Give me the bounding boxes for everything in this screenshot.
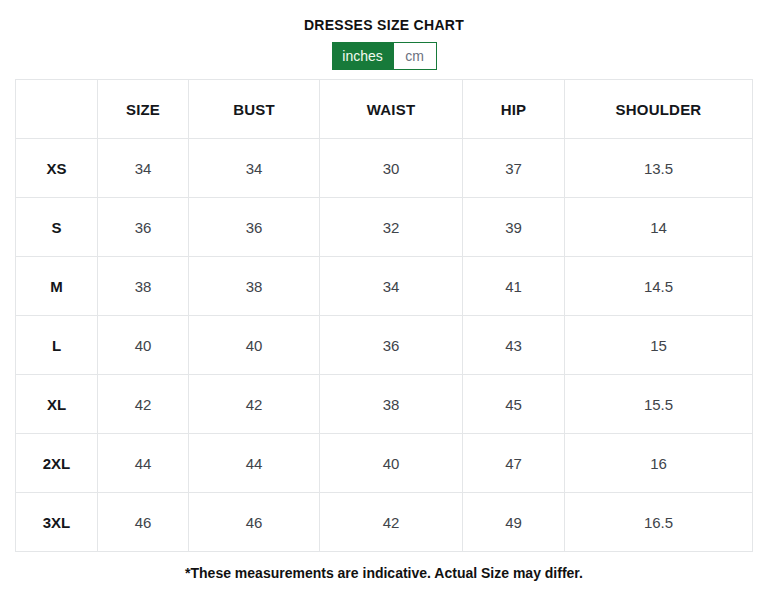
table-row: 2XL4444404716: [16, 434, 753, 493]
table-row: XS3434303713.5: [16, 139, 753, 198]
value-cell: 14: [565, 198, 753, 257]
page-title: DRESSES SIZE CHART: [0, 0, 768, 33]
value-cell: 42: [189, 375, 320, 434]
size-chart-page: DRESSES SIZE CHART inches cm SIZE BUST W…: [0, 0, 768, 611]
value-cell: 30: [320, 139, 463, 198]
row-label-cell: XL: [16, 375, 98, 434]
row-label-cell: M: [16, 257, 98, 316]
value-cell: 14.5: [565, 257, 753, 316]
value-cell: 40: [98, 316, 189, 375]
footnote: *These measurements are indicative. Actu…: [0, 565, 768, 581]
value-cell: 44: [189, 434, 320, 493]
value-cell: 15.5: [565, 375, 753, 434]
value-cell: 42: [320, 493, 463, 552]
value-cell: 34: [320, 257, 463, 316]
value-cell: 46: [98, 493, 189, 552]
value-cell: 44: [98, 434, 189, 493]
value-cell: 36: [320, 316, 463, 375]
value-cell: 36: [98, 198, 189, 257]
value-cell: 49: [463, 493, 565, 552]
value-cell: 15: [565, 316, 753, 375]
value-cell: 16.5: [565, 493, 753, 552]
value-cell: 46: [189, 493, 320, 552]
header-cell-shoulder: SHOULDER: [565, 80, 753, 139]
value-cell: 42: [98, 375, 189, 434]
value-cell: 41: [463, 257, 565, 316]
table-row: M3838344114.5: [16, 257, 753, 316]
value-cell: 32: [320, 198, 463, 257]
value-cell: 38: [98, 257, 189, 316]
value-cell: 47: [463, 434, 565, 493]
header-cell-bust: BUST: [189, 80, 320, 139]
header-cell-size: SIZE: [98, 80, 189, 139]
size-chart-table: SIZE BUST WAIST HIP SHOULDER XS343430371…: [15, 79, 753, 552]
table-row: L4040364315: [16, 316, 753, 375]
unit-toggle-wrap: inches cm: [0, 42, 768, 70]
value-cell: 40: [320, 434, 463, 493]
row-label-cell: 2XL: [16, 434, 98, 493]
header-cell-empty: [16, 80, 98, 139]
value-cell: 43: [463, 316, 565, 375]
table-row: XL4242384515.5: [16, 375, 753, 434]
unit-option-cm[interactable]: cm: [393, 43, 436, 69]
value-cell: 13.5: [565, 139, 753, 198]
table-row: 3XL4646424916.5: [16, 493, 753, 552]
table-row: S3636323914: [16, 198, 753, 257]
row-label-cell: 3XL: [16, 493, 98, 552]
unit-option-inches[interactable]: inches: [333, 43, 393, 69]
row-label-cell: S: [16, 198, 98, 257]
value-cell: 38: [189, 257, 320, 316]
row-label-cell: L: [16, 316, 98, 375]
value-cell: 34: [98, 139, 189, 198]
table-header-row: SIZE BUST WAIST HIP SHOULDER: [16, 80, 753, 139]
value-cell: 40: [189, 316, 320, 375]
header-cell-hip: HIP: [463, 80, 565, 139]
value-cell: 45: [463, 375, 565, 434]
value-cell: 34: [189, 139, 320, 198]
row-label-cell: XS: [16, 139, 98, 198]
unit-toggle: inches cm: [332, 42, 437, 70]
value-cell: 36: [189, 198, 320, 257]
value-cell: 38: [320, 375, 463, 434]
value-cell: 39: [463, 198, 565, 257]
value-cell: 37: [463, 139, 565, 198]
value-cell: 16: [565, 434, 753, 493]
header-cell-waist: WAIST: [320, 80, 463, 139]
size-chart-body: XS3434303713.5S3636323914M3838344114.5L4…: [16, 139, 753, 552]
